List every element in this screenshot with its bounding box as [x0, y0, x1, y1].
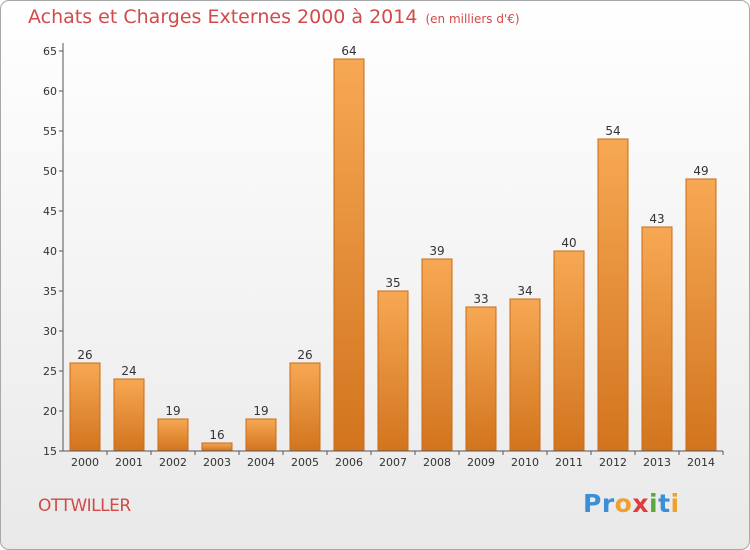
logo-letter: i: [649, 489, 659, 518]
x-tick-label: 2009: [467, 456, 495, 469]
commune-name: OTTWILLER: [38, 496, 131, 516]
y-tick-label: 40: [43, 245, 57, 258]
bar: [113, 378, 145, 452]
y-tick-label: 20: [43, 405, 57, 418]
data-label: 43: [649, 212, 664, 226]
y-tick-label: 50: [43, 165, 57, 178]
x-tick-label: 2004: [247, 456, 275, 469]
x-tick-label: 2005: [291, 456, 319, 469]
data-label: 39: [429, 244, 444, 258]
data-label: 49: [693, 164, 708, 178]
data-label: 34: [517, 284, 532, 298]
bar: [641, 226, 673, 452]
bar: [245, 418, 277, 452]
x-tick-label: 2007: [379, 456, 407, 469]
title-unit: (en milliers d'€): [425, 12, 520, 26]
x-tick-label: 2003: [203, 456, 231, 469]
bar: [685, 178, 717, 452]
bar: [465, 306, 497, 452]
data-label: 40: [561, 236, 576, 250]
y-tick-label: 25: [43, 365, 57, 378]
data-label: 26: [77, 348, 92, 362]
bar: [553, 250, 585, 452]
y-tick-label: 45: [43, 205, 57, 218]
x-tick-label: 2002: [159, 456, 187, 469]
x-tick-label: 2001: [115, 456, 143, 469]
proxiti-logo: Proxiti: [583, 489, 680, 518]
logo-letter: r: [601, 489, 615, 518]
bar: [333, 58, 365, 452]
bar: [69, 362, 101, 452]
data-label: 64: [341, 44, 356, 58]
x-tick-label: 2000: [71, 456, 99, 469]
data-label: 19: [165, 404, 180, 418]
y-tick-label: 15: [43, 445, 57, 458]
chart-title: Achats et Charges Externes 2000 à 2014 (e…: [28, 6, 520, 28]
bar: [157, 418, 189, 452]
bar: [421, 258, 453, 452]
bar: [509, 298, 541, 452]
logo-letter: i: [670, 489, 680, 518]
x-tick-label: 2010: [511, 456, 539, 469]
data-label: 33: [473, 292, 488, 306]
logo-letter: o: [614, 489, 633, 518]
y-tick-label: 35: [43, 285, 57, 298]
x-tick-label: 2006: [335, 456, 363, 469]
data-label: 26: [297, 348, 312, 362]
y-tick-label: 30: [43, 325, 57, 338]
data-label: 16: [209, 428, 224, 442]
bar: [289, 362, 321, 452]
x-tick-label: 2012: [599, 456, 627, 469]
logo-letter: t: [658, 489, 671, 518]
x-tick-label: 2014: [687, 456, 715, 469]
title-text: Achats et Charges Externes 2000 à 2014: [28, 6, 418, 28]
logo-letter: x: [632, 489, 649, 518]
y-tick-label: 60: [43, 85, 57, 98]
x-tick-label: 2008: [423, 456, 451, 469]
data-label: 54: [605, 124, 620, 138]
data-label: 19: [253, 404, 268, 418]
data-label: 24: [121, 364, 136, 378]
logo-letter: P: [583, 489, 602, 518]
y-tick-label: 55: [43, 125, 57, 138]
y-tick-label: 65: [43, 45, 57, 58]
x-tick-label: 2011: [555, 456, 583, 469]
x-tick-label: 2013: [643, 456, 671, 469]
bar: [597, 138, 629, 452]
bar: [201, 442, 233, 452]
bar: [377, 290, 409, 452]
data-label: 35: [385, 276, 400, 290]
